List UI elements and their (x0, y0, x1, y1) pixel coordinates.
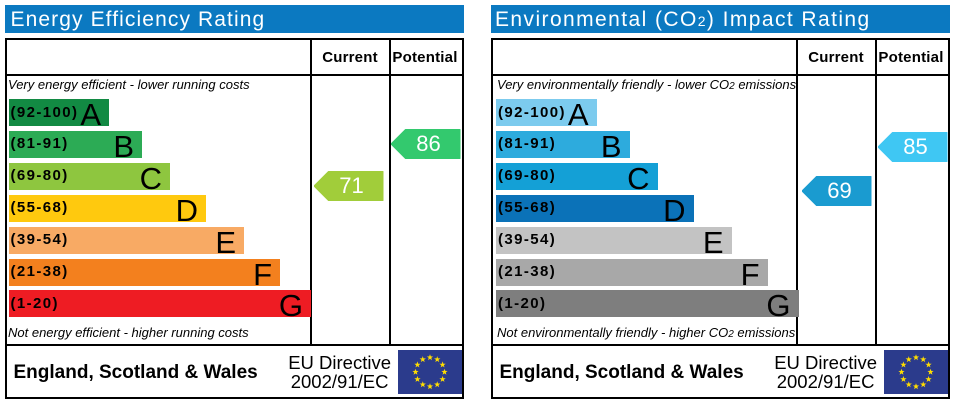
svg-text:86: 86 (416, 131, 440, 156)
svg-text:71: 71 (339, 172, 363, 197)
svg-text:85: 85 (903, 134, 927, 159)
svg-text:69: 69 (827, 178, 851, 203)
